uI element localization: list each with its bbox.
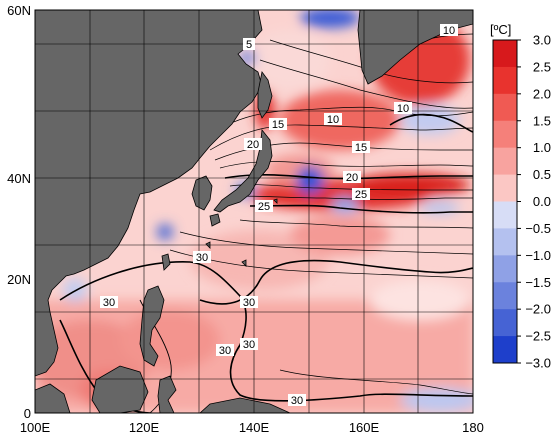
colorbar-swatch [493, 66, 517, 95]
svg-text:30: 30 [103, 297, 115, 309]
contour-label: 10 [324, 113, 342, 126]
contour-label: 30 [193, 251, 211, 264]
colorbar-tick-label: −2.0 [525, 302, 551, 317]
colorbar-swatch [493, 228, 517, 256]
colorbar-tick-label: 2.5 [533, 59, 551, 74]
lon-label-140e: 140E [239, 420, 270, 435]
map-panel: 5 10 10 10 15 15 20 20 25 25 30 30 30 30… [35, 10, 473, 413]
svg-text:15: 15 [355, 142, 367, 154]
contour-label: 20 [244, 138, 262, 151]
colorbar-swatch [493, 309, 517, 337]
graticule [35, 10, 473, 413]
colorbar-swatch [493, 255, 517, 283]
colorbar-tick-label: −0.5 [525, 221, 551, 236]
lat-label-0: 0 [24, 406, 31, 421]
contour-label: 25 [255, 200, 273, 213]
contour-label: 20 [343, 171, 361, 184]
contour-label: 15 [269, 118, 287, 131]
map-frame [34, 9, 474, 414]
svg-text:30: 30 [196, 252, 208, 264]
contour-label: 25 [352, 188, 370, 201]
contour-label: 30 [240, 338, 258, 351]
svg-text:20: 20 [346, 172, 358, 184]
lat-label-20n: 20N [7, 272, 31, 287]
land [35, 10, 473, 413]
contour-labels: 5 10 10 10 15 15 20 20 25 25 30 30 30 30… [100, 24, 458, 407]
colorbar-tick-label: 2.0 [533, 86, 551, 101]
svg-text:25: 25 [258, 201, 270, 213]
svg-text:30: 30 [243, 297, 255, 309]
lon-label-160e: 160E [349, 420, 380, 435]
colorbar-unit: [ºC] [490, 22, 511, 37]
colorbar: [ºC] 3.0 2.5 2.0 1.5 1.0 0.5 0.0 −0.5 −1.0 −1.5 −2… [490, 22, 551, 371]
colorbar-tick-label: −2.5 [525, 329, 551, 344]
colorbar-tick-label: 3.0 [533, 33, 551, 48]
colorbar-tick-label: −1.0 [525, 248, 551, 263]
contour-label: 30 [100, 296, 118, 309]
colorbar-tick-label: 1.0 [533, 140, 551, 155]
lat-label-60n: 60N [7, 3, 31, 18]
colorbar-swatch [493, 40, 517, 68]
colorbar-tick-label: 0.5 [533, 167, 551, 182]
lon-label-100e: 100E [20, 420, 51, 435]
contour-label: 5 [243, 38, 255, 51]
colorbar-tick-labels: 3.0 2.5 2.0 1.5 1.0 0.5 0.0 −0.5 −1.0 −1.5 −2.0 −2.… [517, 33, 551, 371]
svg-text:5: 5 [246, 39, 252, 51]
svg-text:10: 10 [443, 25, 455, 37]
svg-text:30: 30 [243, 339, 255, 351]
contour-label: 30 [288, 394, 306, 407]
colorbar-swatch [493, 120, 517, 149]
contour-label: 15 [352, 141, 370, 154]
colorbar-tick-label: 0.0 [533, 194, 551, 209]
colorbar-swatch [493, 174, 517, 202]
svg-text:20: 20 [247, 139, 259, 151]
svg-text:30: 30 [291, 395, 303, 407]
colorbar-tick-label: −1.5 [525, 275, 551, 290]
lat-label-40n: 40N [7, 171, 31, 186]
lon-label-120e: 120E [129, 420, 160, 435]
colorbar-swatch [493, 147, 517, 176]
longitude-labels: 100E 120E 140E 160E 180 [20, 420, 484, 435]
contour-label: 10 [440, 24, 458, 37]
colorbar-swatches [493, 40, 517, 364]
colorbar-swatch [493, 282, 517, 310]
svg-text:10: 10 [327, 114, 339, 126]
colorbar-swatch [493, 336, 517, 364]
latitude-labels: 60N 40N 20N 0 [7, 3, 31, 421]
colorbar-swatch [493, 201, 517, 229]
contour-label: 30 [240, 296, 258, 309]
svg-text:10: 10 [397, 103, 409, 115]
colorbar-tick-label: 1.5 [533, 113, 551, 128]
svg-text:25: 25 [355, 189, 367, 201]
contour-label: 10 [394, 102, 412, 115]
contour-label: 30 [216, 344, 234, 357]
lon-label-180: 180 [462, 420, 484, 435]
colorbar-tick-label: −3.0 [525, 356, 551, 371]
svg-text:30: 30 [219, 345, 231, 357]
colorbar-swatch [493, 93, 517, 122]
svg-text:15: 15 [272, 119, 284, 131]
